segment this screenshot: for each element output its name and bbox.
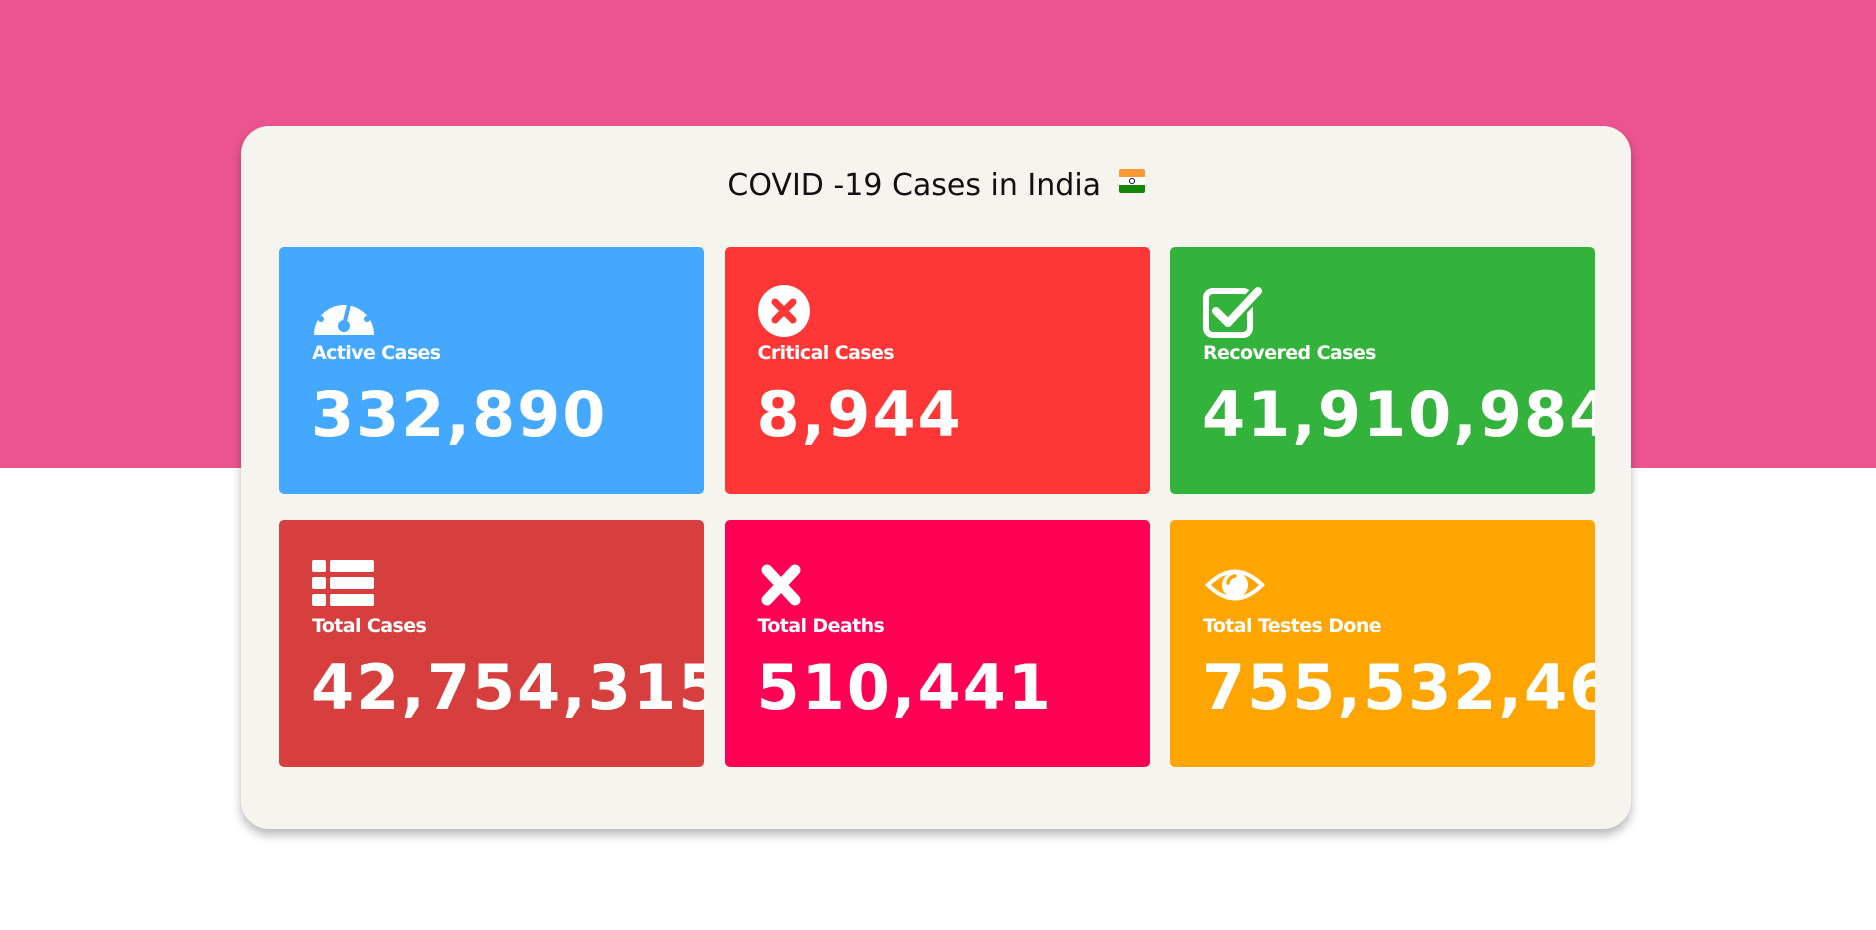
stat-value: 332,890 [311, 378, 608, 451]
check-square-icon [1203, 285, 1267, 339]
stat-value: 8,944 [756, 378, 963, 451]
stat-tile-recovered-cases: Recovered Cases 41,910,984 [1170, 247, 1595, 494]
stat-tile-total-tests: Total Testes Done 755,532,460 [1170, 520, 1595, 767]
stat-label: Total Deaths [757, 615, 885, 637]
eye-icon [1203, 558, 1267, 612]
stat-label: Active Cases [312, 342, 441, 364]
stat-label: Total Testes Done [1203, 615, 1382, 637]
india-flag-icon [1118, 164, 1145, 204]
stat-tile-active-cases: Active Cases 332,890 [279, 247, 704, 494]
stat-label: Recovered Cases [1203, 342, 1376, 364]
stat-tile-total-deaths: Total Deaths 510,441 [724, 520, 1150, 767]
page-title: COVID -19 Cases in India [727, 168, 1102, 203]
stats-grid: Active Cases 332,890 Critical Cases 8,94… [279, 247, 1595, 767]
stat-value: 510,441 [756, 651, 1053, 724]
stat-label: Critical Cases [757, 342, 895, 364]
stat-value: 755,532,460 [1202, 651, 1595, 724]
stat-label: Total Cases [312, 615, 427, 637]
x-mark-icon [758, 558, 822, 612]
list-icon [312, 558, 376, 612]
stats-card: COVID -19 Cases in India [241, 126, 1631, 829]
close-circle-icon [757, 285, 822, 339]
stat-tile-critical-cases: Critical Cases 8,944 [724, 247, 1150, 494]
stat-tile-total-cases: Total Cases 42,754,315 [279, 520, 704, 767]
stat-value: 42,754,315 [311, 651, 704, 724]
page-title-row: COVID -19 Cases in India [241, 166, 1631, 207]
dashboard-icon [312, 285, 376, 339]
stat-value: 41,910,984 [1202, 378, 1595, 451]
